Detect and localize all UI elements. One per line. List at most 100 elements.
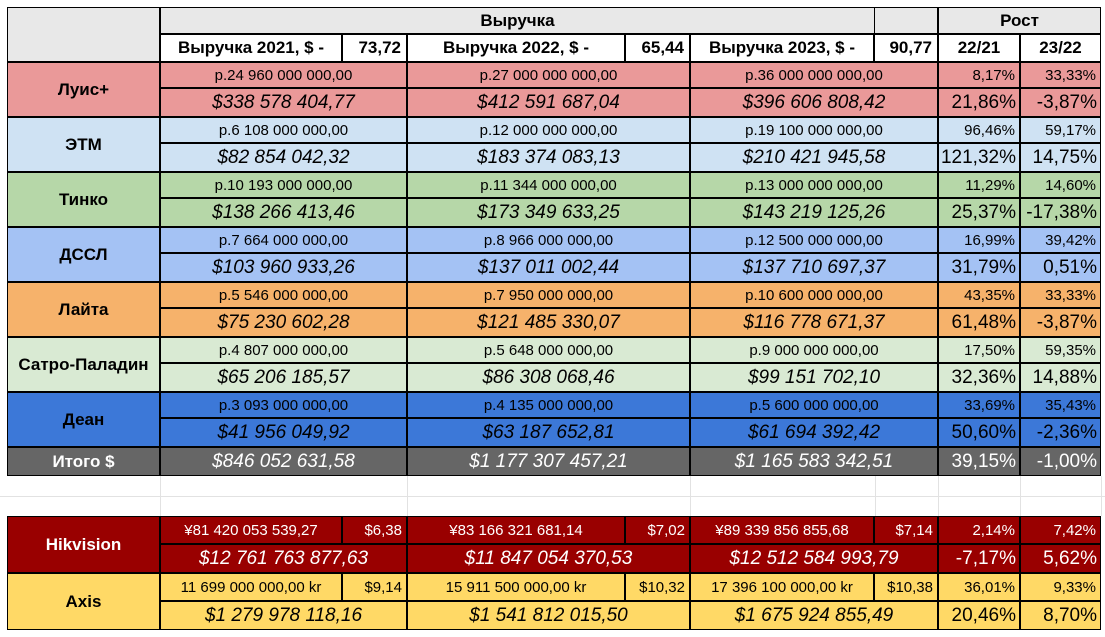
revenue-rub-cell[interactable]: р.10 600 000 000,00 — [690, 282, 938, 308]
revenue-title[interactable]: Выручка — [160, 7, 875, 34]
revenue-rub-cell[interactable]: р.3 093 000 000,00 — [160, 392, 407, 418]
revenue-rub-cell[interactable]: р.5 648 000 000,00 — [407, 337, 690, 363]
growth-title[interactable]: Рост — [938, 7, 1101, 34]
revenue-usd-cell[interactable]: $116 778 671,37 — [690, 308, 938, 337]
total-growth-2322[interactable]: -1,00% — [1020, 447, 1101, 476]
growth-local-2322[interactable]: 9,33% — [1020, 573, 1101, 601]
revenue-usd-cell[interactable]: $12 512 584 993,79 — [690, 544, 938, 573]
year2022-label[interactable]: Выручка 2022, $ - — [407, 34, 625, 62]
revenue-usd-cell[interactable]: $1 541 812 015,50 — [407, 601, 690, 630]
growth-usd-2322[interactable]: 5,62% — [1020, 544, 1101, 573]
revenue-usd-cell[interactable]: $65 206 185,57 — [160, 363, 407, 392]
revenue-rub-cell[interactable]: р.13 000 000 000,00 — [690, 172, 938, 198]
revenue-usd-cell[interactable]: $86 308 068,46 — [407, 363, 690, 392]
growth-usd-2221[interactable]: 31,79% — [938, 253, 1020, 282]
growth-rub-2322[interactable]: 59,35% — [1020, 337, 1101, 363]
revenue-rub-cell[interactable]: р.4 135 000 000,00 — [407, 392, 690, 418]
growth-rub-2322[interactable]: 33,33% — [1020, 282, 1101, 308]
revenue-usd-cell[interactable]: $11 847 054 370,53 — [407, 544, 690, 573]
growth-usd-2221[interactable]: 25,37% — [938, 198, 1020, 227]
revenue-local-cell[interactable]: ¥83 166 321 681,14 — [407, 516, 625, 544]
fx-rate-cell[interactable]: $10,38 — [874, 573, 938, 601]
revenue-usd-cell[interactable]: $210 421 945,58 — [690, 143, 938, 172]
growth-usd-2322[interactable]: -17,38% — [1020, 198, 1101, 227]
growth-rub-2221[interactable]: 11,29% — [938, 172, 1020, 198]
growth-local-2221[interactable]: 2,14% — [938, 516, 1020, 544]
revenue-usd-cell[interactable]: $173 349 633,25 — [407, 198, 690, 227]
revenue-rub-cell[interactable]: р.12 000 000 000,00 — [407, 117, 690, 143]
revenue-usd-cell[interactable]: $396 606 808,42 — [690, 88, 938, 117]
vendor-name[interactable]: Hikvision — [7, 516, 160, 573]
growth-usd-2322[interactable]: 14,88% — [1020, 363, 1101, 392]
company-name[interactable]: Сатро-Паладин — [7, 337, 160, 392]
fx-rate-cell[interactable]: $10,32 — [625, 573, 690, 601]
growth-usd-2322[interactable]: 0,51% — [1020, 253, 1101, 282]
revenue-local-cell[interactable]: 17 396 100 000,00 kr — [690, 573, 874, 601]
revenue-rub-cell[interactable]: р.6 108 000 000,00 — [160, 117, 407, 143]
growth-rub-2322[interactable]: 35,43% — [1020, 392, 1101, 418]
growth-rub-2322[interactable]: 33,33% — [1020, 62, 1101, 88]
header-blank[interactable] — [874, 7, 938, 34]
revenue-rub-cell[interactable]: р.5 546 000 000,00 — [160, 282, 407, 308]
revenue-rub-cell[interactable]: р.9 000 000 000,00 — [690, 337, 938, 363]
revenue-local-cell[interactable]: ¥81 420 053 539,27 — [160, 516, 342, 544]
growth-rub-2221[interactable]: 33,69% — [938, 392, 1020, 418]
company-name[interactable]: ДССЛ — [7, 227, 160, 282]
revenue-usd-cell[interactable]: $137 710 697,37 — [690, 253, 938, 282]
growth-rub-2322[interactable]: 14,60% — [1020, 172, 1101, 198]
growth-rub-2221[interactable]: 43,35% — [938, 282, 1020, 308]
revenue-rub-cell[interactable]: р.36 000 000 000,00 — [690, 62, 938, 88]
company-name[interactable]: ЭТМ — [7, 117, 160, 172]
growth-rub-2221[interactable]: 17,50% — [938, 337, 1020, 363]
growth-2221[interactable]: 22/21 — [938, 34, 1020, 62]
company-name[interactable]: Лайта — [7, 282, 160, 337]
year2023-label[interactable]: Выручка 2023, $ - — [690, 34, 874, 62]
revenue-usd-cell[interactable]: $1 675 924 855,49 — [690, 601, 938, 630]
revenue-rub-cell[interactable]: р.7 664 000 000,00 — [160, 227, 407, 253]
growth-usd-2221[interactable]: 61,48% — [938, 308, 1020, 337]
growth-2322[interactable]: 23/22 — [1020, 34, 1101, 62]
total-growth-2221[interactable]: 39,15% — [938, 447, 1020, 476]
revenue-usd-cell[interactable]: $41 956 049,92 — [160, 418, 407, 447]
growth-usd-2221[interactable]: 20,46% — [938, 601, 1020, 630]
revenue-rub-cell[interactable]: р.7 950 000 000,00 — [407, 282, 690, 308]
year2021-rate[interactable]: 73,72 — [342, 34, 407, 62]
revenue-usd-cell[interactable]: $1 279 978 118,16 — [160, 601, 407, 630]
revenue-local-cell[interactable]: ¥89 339 856 855,68 — [690, 516, 874, 544]
revenue-rub-cell[interactable]: р.27 000 000 000,00 — [407, 62, 690, 88]
growth-usd-2322[interactable]: 14,75% — [1020, 143, 1101, 172]
growth-rub-2221[interactable]: 16,99% — [938, 227, 1020, 253]
total-label[interactable]: Итого $ — [7, 447, 160, 476]
revenue-rub-cell[interactable]: р.4 807 000 000,00 — [160, 337, 407, 363]
growth-local-2322[interactable]: 7,42% — [1020, 516, 1101, 544]
revenue-usd-cell[interactable]: $75 230 602,28 — [160, 308, 407, 337]
revenue-usd-cell[interactable]: $183 374 083,13 — [407, 143, 690, 172]
revenue-rub-cell[interactable]: р.24 960 000 000,00 — [160, 62, 407, 88]
year2021-label[interactable]: Выручка 2021, $ - — [160, 34, 342, 62]
company-name[interactable]: Тинко — [7, 172, 160, 227]
revenue-usd-cell[interactable]: $103 960 933,26 — [160, 253, 407, 282]
growth-usd-2221[interactable]: 32,36% — [938, 363, 1020, 392]
growth-usd-2322[interactable]: -3,87% — [1020, 308, 1101, 337]
revenue-rub-cell[interactable]: р.11 344 000 000,00 — [407, 172, 690, 198]
growth-rub-2221[interactable]: 96,46% — [938, 117, 1020, 143]
growth-usd-2221[interactable]: 21,86% — [938, 88, 1020, 117]
revenue-local-cell[interactable]: 11 699 000 000,00 kr — [160, 573, 342, 601]
growth-usd-2322[interactable]: -3,87% — [1020, 88, 1101, 117]
growth-rub-2221[interactable]: 8,17% — [938, 62, 1020, 88]
revenue-rub-cell[interactable]: р.8 966 000 000,00 — [407, 227, 690, 253]
fx-rate-cell[interactable]: $7,14 — [874, 516, 938, 544]
total-usd-cell[interactable]: $1 165 583 342,51 — [690, 447, 938, 476]
growth-rub-2322[interactable]: 59,17% — [1020, 117, 1101, 143]
growth-usd-2221[interactable]: 50,60% — [938, 418, 1020, 447]
revenue-usd-cell[interactable]: $121 485 330,07 — [407, 308, 690, 337]
revenue-usd-cell[interactable]: $99 151 702,10 — [690, 363, 938, 392]
year2023-rate[interactable]: 90,77 — [874, 34, 938, 62]
revenue-usd-cell[interactable]: $137 011 002,44 — [407, 253, 690, 282]
revenue-rub-cell[interactable]: р.10 193 000 000,00 — [160, 172, 407, 198]
growth-usd-2322[interactable]: 8,70% — [1020, 601, 1101, 630]
revenue-usd-cell[interactable]: $61 694 392,42 — [690, 418, 938, 447]
revenue-usd-cell[interactable]: $138 266 413,46 — [160, 198, 407, 227]
header-corner[interactable] — [7, 7, 160, 62]
company-name[interactable]: Деан — [7, 392, 160, 447]
